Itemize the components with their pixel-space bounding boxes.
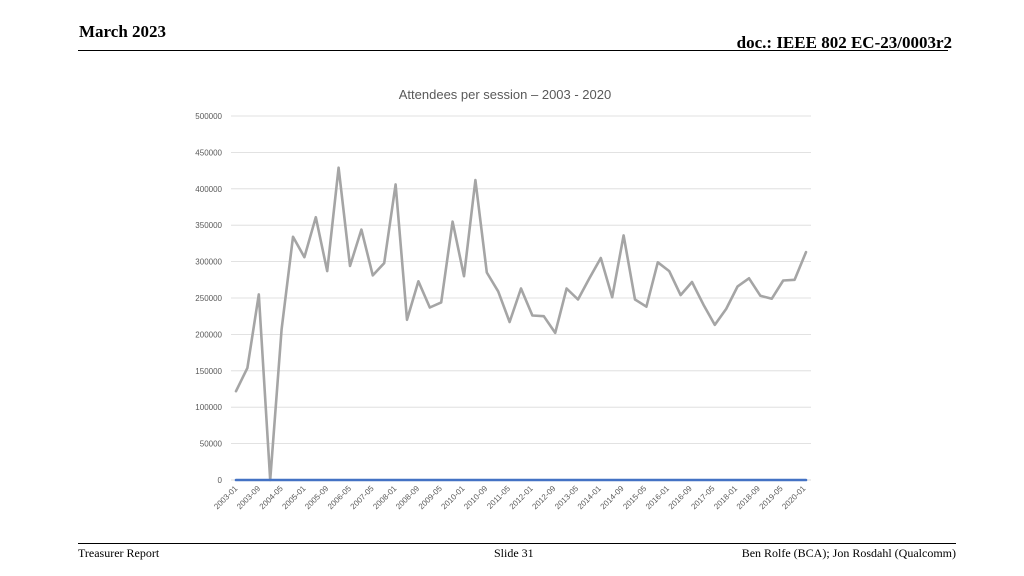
y-tick-label: 150000 (195, 367, 222, 376)
x-tick-label: 2016-01 (644, 484, 672, 512)
x-tick-label: 2005-09 (303, 484, 331, 512)
slide-number: Slide 31 (494, 546, 534, 560)
x-tick-label: 2004-05 (258, 484, 286, 512)
chart-series (234, 166, 808, 482)
x-tick-label: 2003-09 (235, 484, 263, 512)
x-tick-label: 2016-09 (667, 484, 695, 512)
footer-divider (78, 543, 956, 544)
y-tick-label: 0 (218, 476, 223, 485)
footer-left: Treasurer Report (78, 546, 160, 560)
x-tick-label: 2014-09 (599, 484, 627, 512)
x-tick-label: 2014-01 (576, 484, 604, 512)
x-tick-label: 2006-05 (326, 484, 354, 512)
x-tick-label: 2013-05 (553, 484, 581, 512)
y-tick-label: 100000 (195, 403, 222, 412)
y-tick-label: 500000 (195, 112, 222, 121)
x-tick-label: 2018-01 (712, 484, 740, 512)
x-tick-label: 2018-09 (735, 484, 763, 512)
slide-date: March 2023 (79, 22, 167, 41)
x-tick-label: 2003-01 (212, 484, 240, 512)
x-tick-label: 2017-05 (689, 484, 717, 512)
y-axis-ticks: 0 50000 100000 150000 200000 250000 300000 3500… (195, 112, 222, 485)
y-tick-label: 400000 (195, 185, 222, 194)
x-tick-label: 2005-01 (280, 484, 308, 512)
x-axis-ticks: 2003-012003-092004-052005-012005-092006-… (212, 484, 808, 512)
x-tick-label: 2008-09 (394, 484, 422, 512)
x-tick-label: 2010-01 (439, 484, 467, 512)
x-tick-label: 2010-09 (462, 484, 490, 512)
x-tick-label: 2015-05 (621, 484, 649, 512)
x-tick-label: 2007-05 (349, 484, 377, 512)
x-tick-label: 2008-01 (371, 484, 399, 512)
y-tick-label: 200000 (195, 330, 222, 339)
y-tick-label: 250000 (195, 294, 222, 303)
x-tick-label: 2020-01 (780, 484, 808, 512)
y-tick-label: 50000 (200, 440, 223, 449)
x-tick-label: 2009-05 (417, 484, 445, 512)
x-tick-label: 2012-09 (530, 484, 558, 512)
chart-grid (231, 115, 811, 481)
y-tick-label: 350000 (195, 221, 222, 230)
footer-authors: Ben Rolfe (BCA); Jon Rosdahl (Qualcomm) (741, 546, 956, 560)
chart-title: Attendees per session – 2003 - 2020 (399, 87, 611, 102)
x-tick-label: 2012-01 (508, 484, 536, 512)
header-divider (78, 50, 948, 51)
document-id: doc.: IEEE 802 EC-23/0003r2 (736, 33, 952, 52)
series-line-0 (234, 166, 808, 482)
y-tick-label: 450000 (195, 148, 222, 157)
x-tick-label: 2019-05 (758, 484, 786, 512)
y-tick-label: 300000 (195, 258, 222, 267)
